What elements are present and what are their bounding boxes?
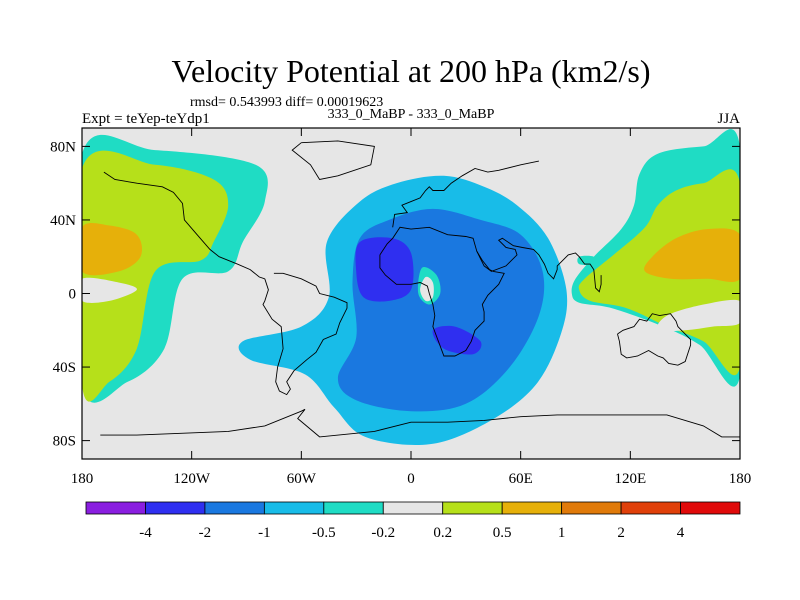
x-tick-label-4: 60E: [509, 471, 533, 487]
coastline-7: [291, 140, 375, 181]
colorbar-box-10: [680, 501, 741, 515]
colorbar-label-9: 4: [677, 525, 685, 541]
center-label: 333_0_MaBP - 333_0_MaBP: [328, 107, 495, 122]
colorbar-box-3: [263, 501, 325, 515]
coastline-4: [476, 237, 602, 293]
colorbar: -4 -2 -1 -0.5 -0.2 0.2 0.5 1 2 4: [85, 501, 741, 541]
y-tick-label-2: 0: [69, 287, 77, 303]
colorbar-label-1: -2: [199, 525, 212, 541]
colorbar-box-5: [382, 501, 444, 515]
coastlines: [100, 140, 740, 438]
coastline-2: [379, 226, 505, 357]
colorbar-box-1: [145, 501, 206, 515]
left-label: Expt = teYep-teYdp1: [82, 111, 210, 127]
colorbar-box-7: [501, 501, 563, 515]
contour-region-11: [432, 325, 482, 355]
contour-region-3: [82, 277, 137, 303]
colorbar-label-5: 0.2: [433, 525, 452, 541]
contour-region-14: [577, 255, 596, 265]
x-tick-label-6: 180: [729, 471, 752, 487]
y-axis: 80N 40N 0 40S 80S: [50, 139, 740, 450]
colorbar-label-3: -0.5: [312, 525, 336, 541]
x-tick-label-2: 60W: [287, 471, 317, 487]
x-tick-label-1: 120W: [173, 471, 211, 487]
coastline-3: [392, 160, 539, 228]
coastline-0: [103, 171, 265, 280]
colorbar-label-7: 1: [558, 525, 566, 541]
x-tick-label-3: 0: [407, 471, 415, 487]
colorbar-box-0: [85, 501, 146, 515]
contour-region-2: [82, 223, 143, 276]
contour-fills: [82, 129, 740, 446]
colorbar-label-0: -4: [139, 525, 152, 541]
y-tick-label-3: 40S: [53, 360, 76, 376]
colorbar-box-4: [323, 501, 384, 515]
chart-title: Velocity Potential at 200 hPa (km2/s): [171, 53, 650, 89]
colorbar-box-6: [442, 501, 503, 515]
colorbar-label-6: 0.5: [493, 525, 512, 541]
x-tick-label-0: 180: [71, 471, 94, 487]
contour-region-13: [420, 276, 434, 302]
y-tick-label-4: 80S: [53, 434, 76, 450]
stats-line: rmsd= 0.543993 diff= 0.00019623: [190, 95, 383, 110]
colorbar-box-8: [561, 501, 622, 515]
x-tick-label-5: 120E: [614, 471, 646, 487]
coastline-5: [617, 313, 692, 366]
contour-region-6: [644, 228, 740, 283]
x-axis: 180 120W 60W 0 60E 120E 180: [71, 128, 752, 487]
colorbar-box-9: [620, 501, 681, 515]
colorbar-label-4: -0.2: [371, 525, 395, 541]
contour-region-7: [656, 299, 740, 332]
coastline-6: [100, 408, 740, 438]
contour-region-1: [82, 150, 229, 402]
right-label: JJA: [717, 111, 740, 127]
y-tick-label-1: 40N: [50, 213, 76, 229]
contour-region-10: [355, 237, 414, 302]
coastline-1: [262, 272, 348, 396]
colorbar-label-2: -1: [258, 525, 271, 541]
colorbar-box-2: [204, 501, 265, 515]
colorbar-label-8: 2: [617, 525, 625, 541]
y-tick-label-0: 80N: [50, 139, 76, 155]
